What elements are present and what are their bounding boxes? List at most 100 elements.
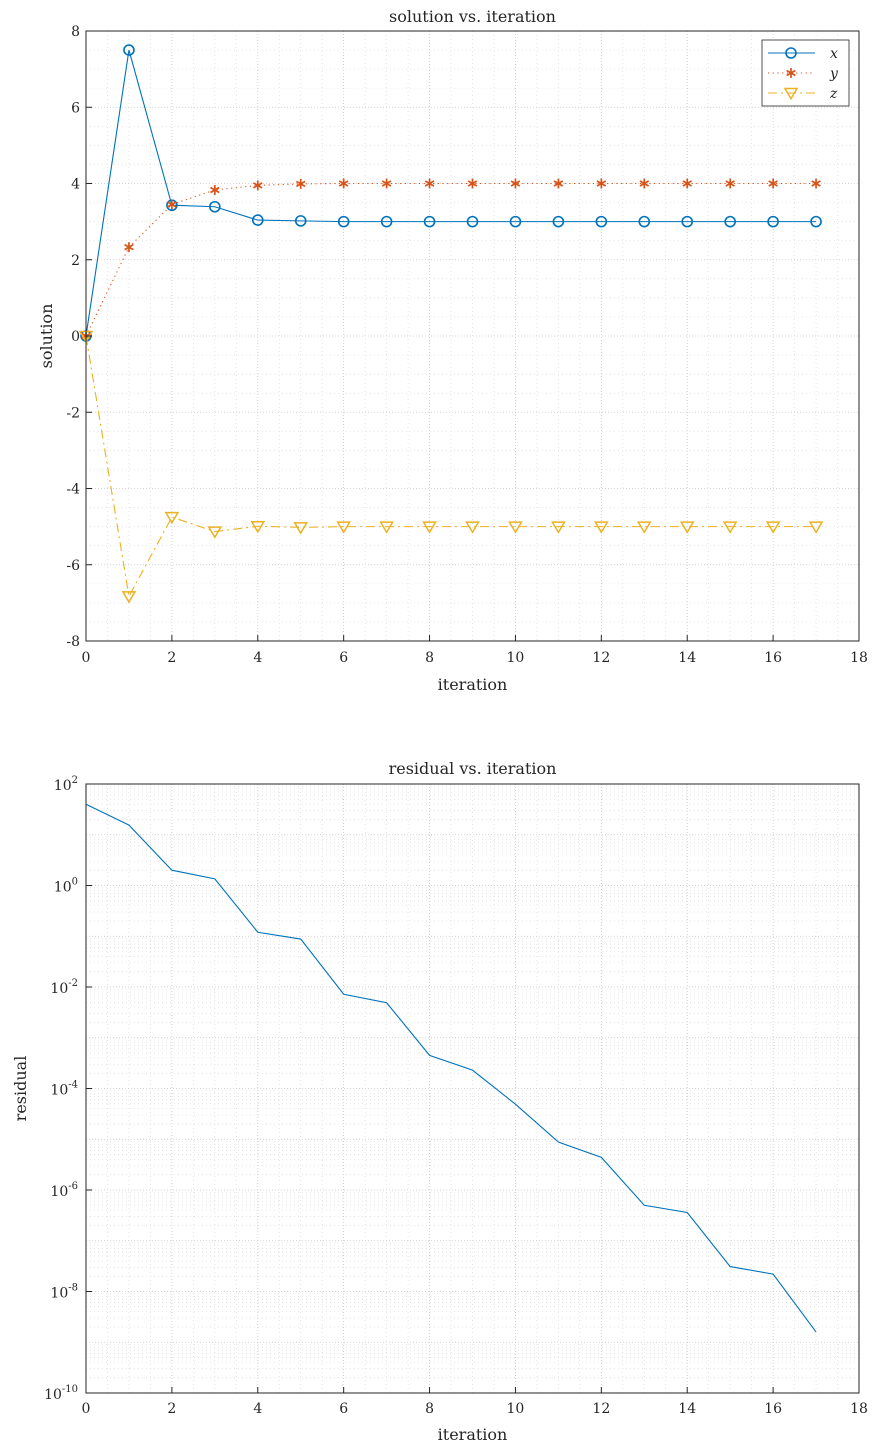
data-point bbox=[251, 214, 264, 226]
legend-entry-x: x bbox=[768, 46, 838, 62]
x-tick-label: 18 bbox=[850, 650, 868, 666]
asterisk-stroke bbox=[167, 201, 177, 208]
data-point bbox=[811, 178, 821, 189]
asterisk-stroke bbox=[381, 180, 392, 187]
data-point bbox=[337, 215, 350, 228]
y-tick-label: -2 bbox=[66, 405, 80, 421]
residual-title: residual vs. iteration bbox=[389, 759, 557, 778]
data-point bbox=[679, 521, 695, 534]
x-tick-label: 10 bbox=[507, 1401, 525, 1417]
x-tick-label: 2 bbox=[167, 1401, 176, 1417]
residual-y-axis-label: residual bbox=[11, 1056, 30, 1122]
data-point bbox=[123, 44, 135, 56]
asterisk-stroke bbox=[725, 180, 735, 187]
asterisk-stroke bbox=[253, 182, 263, 189]
data-point bbox=[336, 521, 351, 534]
data-point bbox=[209, 200, 221, 213]
legend: xyz bbox=[761, 39, 850, 107]
x-tick-label: 6 bbox=[339, 650, 348, 666]
data-point bbox=[293, 522, 309, 535]
data-point bbox=[786, 68, 796, 78]
legend-label: z bbox=[829, 86, 838, 102]
data-point bbox=[509, 215, 522, 228]
x-tick-label: 14 bbox=[678, 650, 696, 666]
data-point bbox=[424, 178, 435, 189]
series-z bbox=[78, 330, 824, 604]
data-point bbox=[681, 215, 694, 228]
data-point bbox=[379, 521, 394, 534]
y-tick-label: 10-10 bbox=[44, 1384, 78, 1403]
solution-y-axis-label: solution bbox=[37, 304, 56, 369]
y-tick-label: 10-2 bbox=[50, 978, 78, 997]
residual-x-axis-label: iteration bbox=[438, 1425, 508, 1444]
x-tick-label: 6 bbox=[339, 1401, 348, 1417]
data-point bbox=[682, 178, 692, 189]
y-tick-label: 10-8 bbox=[50, 1283, 78, 1302]
series-y bbox=[81, 178, 821, 341]
data-point bbox=[294, 215, 307, 227]
data-point bbox=[785, 47, 797, 59]
x-tick-label: 12 bbox=[592, 650, 610, 666]
y-tick-label: 8 bbox=[71, 24, 80, 40]
asterisk-stroke bbox=[786, 69, 796, 77]
data-point bbox=[422, 521, 437, 534]
x-tick-label: 14 bbox=[678, 1401, 696, 1417]
data-point bbox=[380, 215, 393, 228]
x-tick-label: 4 bbox=[253, 1401, 262, 1417]
data-point bbox=[423, 215, 436, 228]
data-point bbox=[210, 184, 220, 195]
residual-plot: 0 2 4 6 8 10 12 14 16 18 102 100 10-2 10-4 10-6 10-8 10-… bbox=[11, 759, 868, 1444]
data-point bbox=[124, 242, 134, 253]
data-point bbox=[767, 215, 779, 228]
data-point bbox=[253, 180, 263, 191]
x-tick-label: 2 bbox=[167, 650, 176, 666]
asterisk-stroke bbox=[424, 180, 435, 187]
asterisk-stroke bbox=[553, 180, 564, 187]
data-point bbox=[167, 199, 177, 210]
data-point bbox=[552, 215, 565, 228]
residual-line bbox=[85, 803, 817, 1333]
data-point bbox=[636, 521, 652, 534]
x-tick-label: 0 bbox=[82, 1401, 91, 1417]
data-point bbox=[595, 215, 608, 228]
x-tick-label: 18 bbox=[850, 1401, 868, 1417]
asterisk-stroke bbox=[768, 180, 778, 187]
data-point bbox=[596, 178, 607, 189]
data-point bbox=[295, 178, 306, 189]
y-tick-label: 2 bbox=[71, 253, 80, 269]
data-point bbox=[553, 178, 564, 189]
y-tick-label: 4 bbox=[71, 177, 80, 193]
x-tick-label: 4 bbox=[253, 650, 262, 666]
y-tick-label: 10-4 bbox=[50, 1080, 78, 1099]
data-point bbox=[381, 178, 392, 189]
data-point bbox=[164, 511, 180, 525]
data-point bbox=[722, 521, 738, 534]
solution-grid bbox=[85, 30, 860, 642]
asterisk-stroke bbox=[295, 180, 306, 188]
solution-title: solution vs. iteration bbox=[389, 7, 556, 26]
series-line-z bbox=[85, 335, 817, 599]
data-point bbox=[638, 215, 651, 228]
residual-series bbox=[85, 803, 817, 1333]
x-tick-label: 16 bbox=[764, 650, 782, 666]
legend-box bbox=[761, 39, 850, 107]
data-point bbox=[765, 521, 781, 534]
residual-ticks: 0 2 4 6 8 10 12 14 16 18 102 100 10-2 10-4 10-6 10-8 10-… bbox=[44, 775, 868, 1417]
data-point bbox=[338, 178, 349, 189]
asterisk-stroke bbox=[811, 180, 821, 187]
asterisk-stroke bbox=[124, 243, 134, 251]
data-point bbox=[250, 520, 266, 534]
x-tick-label: 8 bbox=[425, 650, 434, 666]
y-tick-label: -4 bbox=[66, 482, 80, 498]
data-point bbox=[725, 178, 735, 189]
x-tick-label: 8 bbox=[425, 1401, 434, 1417]
data-point bbox=[808, 521, 824, 534]
solution-ticks: 0 2 4 6 8 10 12 14 16 18 -8 -6 -4 -2 0 2 4 6 8 bbox=[66, 24, 868, 666]
legend-label: y bbox=[829, 66, 839, 82]
solution-x-axis-label: iteration bbox=[438, 675, 508, 694]
x-tick-label: 0 bbox=[82, 650, 91, 666]
data-point bbox=[724, 215, 736, 228]
y-tick-label: 0 bbox=[71, 329, 80, 345]
data-point bbox=[639, 178, 650, 189]
